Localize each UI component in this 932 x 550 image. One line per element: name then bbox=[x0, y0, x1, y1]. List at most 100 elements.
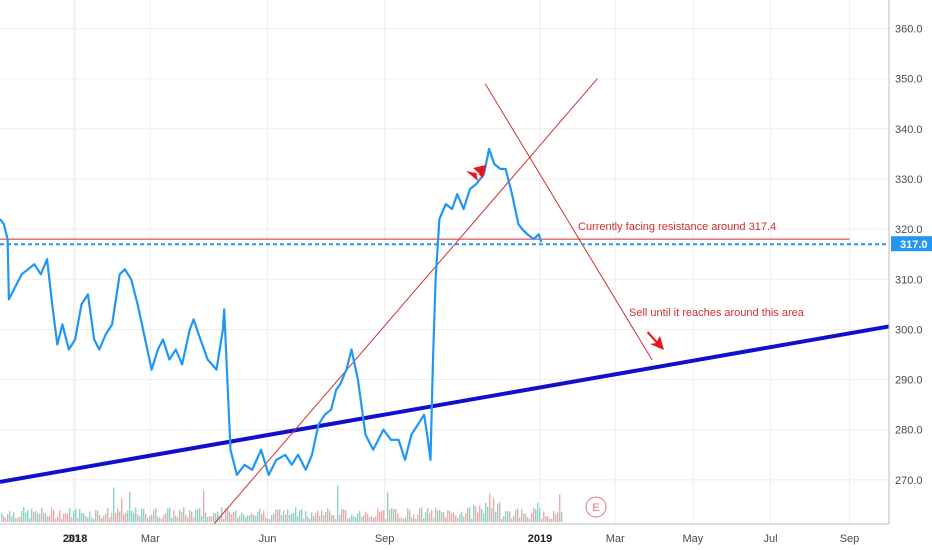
volume-bar bbox=[123, 514, 125, 522]
volume-bar bbox=[201, 516, 203, 522]
volume-bar bbox=[513, 515, 515, 522]
volume-bar bbox=[561, 512, 563, 522]
volume-bar bbox=[399, 517, 401, 522]
volume-bar bbox=[253, 514, 255, 522]
volume-bar bbox=[231, 514, 233, 522]
volume-bar bbox=[485, 503, 487, 522]
volume-bar bbox=[117, 508, 119, 522]
volume-bar bbox=[473, 504, 475, 522]
volume-bar bbox=[57, 516, 59, 522]
volume-bar bbox=[405, 517, 407, 522]
volume-bar bbox=[489, 493, 491, 522]
earnings-marker[interactable]: E bbox=[585, 496, 607, 518]
volume-bar bbox=[555, 514, 557, 522]
volume-bar bbox=[141, 508, 143, 522]
volume-bar bbox=[285, 514, 287, 522]
volume-bar bbox=[471, 518, 473, 522]
volume-bar bbox=[379, 512, 381, 522]
volume-bar bbox=[71, 517, 73, 522]
volume-bar bbox=[535, 509, 537, 522]
volume-bar bbox=[335, 518, 337, 522]
volume-bar bbox=[325, 512, 327, 522]
volume-bar bbox=[249, 515, 251, 522]
volume-bar bbox=[261, 513, 263, 522]
volume-bar bbox=[311, 512, 313, 522]
volume-bar bbox=[465, 513, 467, 522]
volume-bar bbox=[293, 512, 295, 522]
volume-bar bbox=[251, 512, 253, 522]
volume-bar bbox=[259, 508, 261, 522]
volume-bar bbox=[145, 513, 147, 522]
volume-bar bbox=[305, 511, 307, 522]
volume-bar bbox=[87, 517, 89, 522]
volume-bar bbox=[369, 517, 371, 522]
long-term-support-line bbox=[0, 324, 890, 484]
last-price-label: 317.0 bbox=[891, 236, 932, 252]
volume-bar bbox=[183, 507, 185, 522]
volume-bar bbox=[339, 514, 341, 522]
volume-bar bbox=[151, 515, 153, 522]
volume-bar bbox=[121, 498, 123, 522]
volume-bar bbox=[359, 510, 361, 522]
volume-bar bbox=[227, 508, 229, 522]
volume-bar bbox=[159, 517, 161, 522]
x-tick-label: 31 bbox=[68, 533, 80, 545]
volume-bar bbox=[245, 517, 247, 522]
volume-bar bbox=[31, 508, 33, 522]
volume-bar bbox=[267, 518, 269, 522]
volume-bar bbox=[187, 517, 189, 522]
volume-bar bbox=[411, 517, 413, 522]
volume-bar bbox=[503, 516, 505, 522]
volume-bar bbox=[153, 510, 155, 522]
volume-bar bbox=[23, 507, 25, 522]
volume-bar bbox=[83, 513, 85, 522]
y-tick-label: 350.0 bbox=[895, 74, 923, 86]
volume-bar bbox=[207, 517, 209, 522]
arrow-down-right-icon bbox=[647, 331, 664, 350]
volume-bar bbox=[175, 515, 177, 522]
volume-bar bbox=[69, 508, 71, 522]
volume-bar bbox=[491, 508, 493, 522]
volume-bar bbox=[277, 509, 279, 522]
volume-bar bbox=[445, 517, 447, 522]
volume-bar bbox=[341, 509, 343, 522]
volume-bar bbox=[157, 516, 159, 522]
volume-bar bbox=[365, 511, 367, 522]
volume-bar bbox=[19, 516, 21, 522]
volume-bar bbox=[309, 518, 311, 522]
volume-bar bbox=[437, 510, 439, 522]
volume-bar bbox=[529, 518, 531, 522]
volume-bar bbox=[355, 517, 357, 522]
volume-bar bbox=[241, 512, 243, 522]
y-tick-label: 300.0 bbox=[895, 324, 923, 336]
volume-bar bbox=[299, 510, 301, 522]
volume-bar bbox=[25, 512, 27, 522]
volume-bar bbox=[419, 508, 421, 522]
x-tick-label: Jun bbox=[259, 533, 277, 545]
volume-bar bbox=[149, 515, 151, 522]
volume-bar bbox=[421, 507, 423, 522]
volume-bar bbox=[271, 515, 273, 522]
volume-bar bbox=[209, 516, 211, 522]
volume-bar bbox=[509, 511, 511, 522]
volume-bar bbox=[483, 513, 485, 522]
volume-bar bbox=[45, 513, 47, 522]
volume-bar bbox=[457, 517, 459, 522]
volume-bar bbox=[55, 518, 57, 522]
volume-bar bbox=[295, 507, 297, 522]
volume-bar bbox=[3, 516, 5, 522]
sell-annotation: Sell until it reaches around this area bbox=[629, 307, 805, 319]
volume-bar bbox=[43, 513, 45, 522]
axes bbox=[0, 0, 890, 525]
volume-bar bbox=[33, 511, 35, 522]
volume-bar bbox=[321, 510, 323, 522]
volume-bar bbox=[9, 511, 11, 522]
falling-trendline-line bbox=[484, 83, 653, 361]
volume-bar bbox=[487, 506, 489, 522]
volume-bar bbox=[415, 518, 417, 522]
volume-bar bbox=[143, 509, 145, 522]
volume-bar bbox=[91, 517, 93, 522]
volume-bar bbox=[287, 509, 289, 522]
